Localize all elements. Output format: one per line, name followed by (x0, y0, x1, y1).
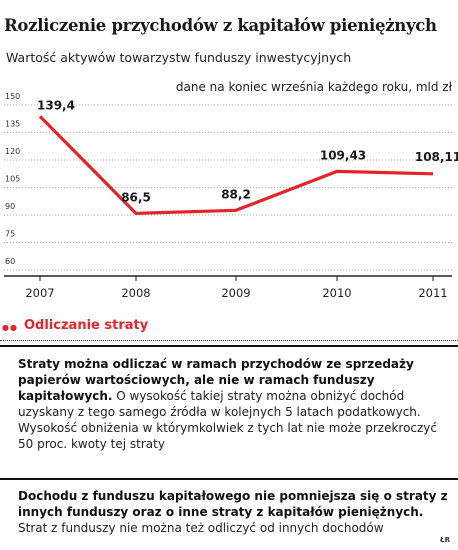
x-tick-label: 2007 (25, 286, 54, 300)
chart-title: Rozliczenie przychodów z kapitałów pieni… (4, 16, 437, 35)
paragraph-income-lead: Dochodu z funduszu kapitałowego nie pomn… (18, 489, 448, 519)
y-tick-label: 75 (5, 230, 15, 239)
paragraph-losses-lead: Straty można odliczać w ramach przychodó… (18, 357, 414, 403)
y-tick-label: 90 (5, 202, 15, 211)
paragraph-losses: Straty można odliczać w ramach przychodó… (18, 356, 448, 452)
dotted-divider (0, 340, 458, 341)
data-label: 108,11 (415, 150, 458, 164)
y-axis-ticks: 150 135 120 105 90 75 60 (5, 92, 20, 266)
solid-divider-2 (0, 478, 458, 480)
data-label: 88,2 (221, 187, 251, 201)
y-tick-label: 60 (5, 257, 15, 266)
chart-subtitle: Wartość aktywów towarzystw funduszy inwe… (6, 50, 352, 65)
data-label: 109,43 (320, 148, 366, 162)
section-title: Odliczanie straty (24, 318, 149, 333)
data-label: 139,4 (37, 98, 75, 112)
data-labels: 139,4 86,5 88,2 109,43 108,11 (37, 98, 458, 204)
data-label: 86,5 (121, 190, 151, 204)
x-tick-label: 2008 (121, 286, 150, 300)
x-tick-label: 2011 (418, 286, 447, 300)
y-tick-label: 150 (5, 92, 20, 101)
unit-note: dane na koniec września każdego roku, ml… (175, 80, 452, 94)
y-tick-label: 135 (5, 120, 20, 129)
series-line (38, 115, 434, 215)
section-header: ●● Odliczanie straty (0, 316, 458, 338)
y-tick-label: 105 (5, 175, 20, 184)
author-credit: ŁR (440, 536, 450, 544)
x-axis-tick-marks (39, 276, 434, 281)
x-axis-labels: 2007 2008 2009 2010 2011 (25, 286, 447, 300)
solid-divider (0, 345, 458, 347)
x-tick-label: 2009 (221, 286, 250, 300)
x-tick-label: 2010 (322, 286, 351, 300)
paragraph-income: Dochodu z funduszu kapitałowego nie pomn… (18, 488, 448, 536)
paragraph-income-body: Strat z funduszy nie można też odliczyć … (18, 521, 384, 535)
bullet-dots-icon: ●● (2, 323, 18, 332)
paragraph-losses-body: O wysokość takiej straty można obniżyć d… (18, 389, 438, 451)
y-tick-label: 120 (5, 147, 20, 156)
